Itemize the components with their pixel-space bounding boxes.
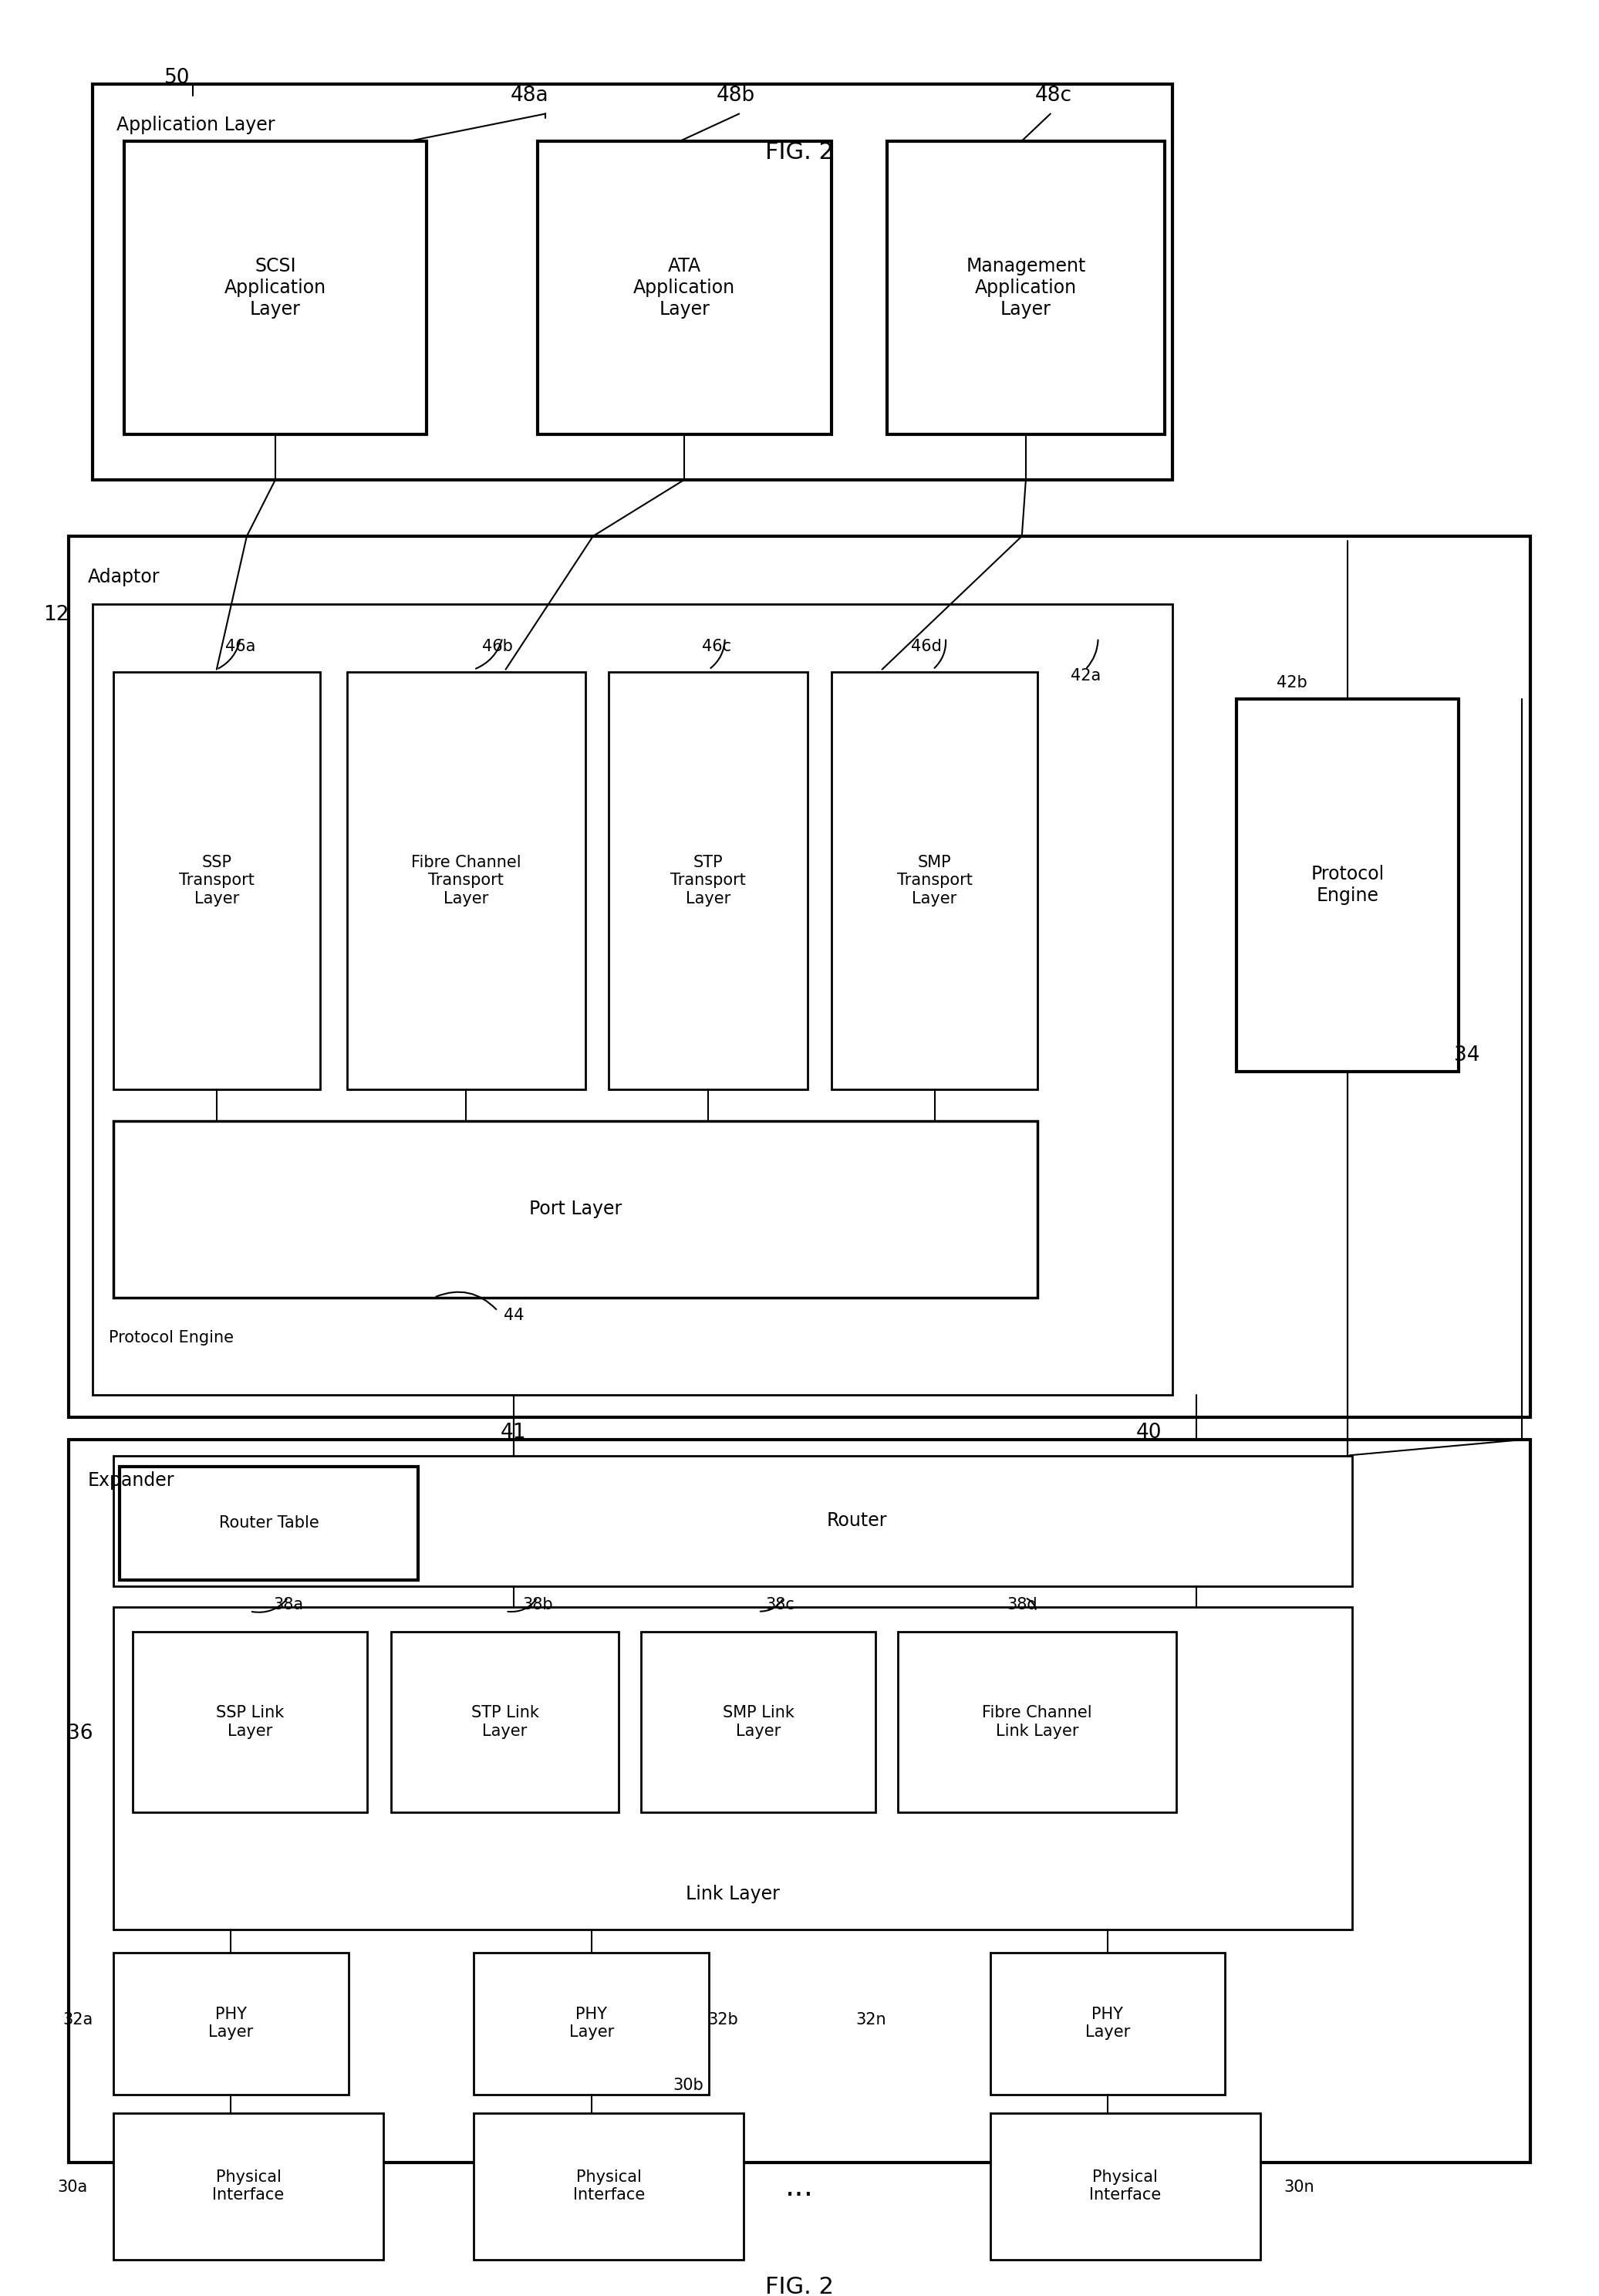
Text: 44: 44 <box>504 1309 524 1322</box>
Text: 46b: 46b <box>483 638 513 654</box>
Bar <box>899 1632 1175 1812</box>
Bar <box>609 673 807 1091</box>
Text: 38d: 38d <box>1007 1596 1038 1612</box>
Bar <box>990 2112 1260 2259</box>
Text: 12: 12 <box>43 606 69 625</box>
Text: Router: Router <box>827 1511 887 1529</box>
Text: Application Layer: Application Layer <box>117 115 275 135</box>
Text: Physical
Interface: Physical Interface <box>1089 2170 1161 2202</box>
Text: 34: 34 <box>1453 1045 1479 1065</box>
Bar <box>473 2112 744 2259</box>
Bar <box>133 1632 368 1812</box>
Bar <box>69 537 1530 1417</box>
Text: Link Layer: Link Layer <box>686 1885 780 1903</box>
Bar <box>69 1440 1530 2163</box>
Text: 41: 41 <box>500 1424 526 1442</box>
Text: ATA
Application
Layer: ATA Application Layer <box>633 257 736 319</box>
Text: Protocol Engine: Protocol Engine <box>109 1329 233 1345</box>
Bar <box>641 1632 876 1812</box>
Text: FIG. 2: FIG. 2 <box>766 140 833 163</box>
Text: Fibre Channel
Link Layer: Fibre Channel Link Layer <box>982 1706 1092 1738</box>
Bar <box>114 1120 1038 1297</box>
Bar <box>990 1952 1225 2094</box>
Text: STP
Transport
Layer: STP Transport Layer <box>670 854 745 907</box>
Text: Protocol
Engine: Protocol Engine <box>1311 866 1385 905</box>
Text: 48b: 48b <box>716 85 755 106</box>
Bar <box>537 140 831 434</box>
Text: 38b: 38b <box>523 1596 553 1612</box>
Text: Management
Application
Layer: Management Application Layer <box>966 257 1086 319</box>
Bar <box>125 140 427 434</box>
Text: FIG. 2: FIG. 2 <box>766 2275 833 2296</box>
Text: 30n: 30n <box>1284 2179 1314 2195</box>
Text: 48c: 48c <box>1035 85 1073 106</box>
Text: SMP
Transport
Layer: SMP Transport Layer <box>897 854 972 907</box>
Text: 32b: 32b <box>708 2014 739 2027</box>
Text: 38a: 38a <box>273 1596 304 1612</box>
Text: Router Table: Router Table <box>219 1515 320 1531</box>
Text: ...: ... <box>785 2172 814 2202</box>
Text: SSP Link
Layer: SSP Link Layer <box>216 1706 285 1738</box>
Text: Expander: Expander <box>88 1472 174 1490</box>
Bar <box>473 1952 708 2094</box>
Bar <box>114 1456 1353 1587</box>
Text: SCSI
Application
Layer: SCSI Application Layer <box>224 257 326 319</box>
Bar <box>120 1467 419 1580</box>
Text: SSP
Transport
Layer: SSP Transport Layer <box>179 854 254 907</box>
Text: 30b: 30b <box>673 2078 704 2094</box>
Text: STP Link
Layer: STP Link Layer <box>472 1706 539 1738</box>
Bar <box>831 673 1038 1091</box>
Text: 32a: 32a <box>62 2014 93 2027</box>
Text: 40: 40 <box>1135 1424 1162 1442</box>
Text: 42a: 42a <box>1070 668 1100 684</box>
Text: 48a: 48a <box>510 85 548 106</box>
Text: Physical
Interface: Physical Interface <box>213 2170 285 2202</box>
Text: Port Layer: Port Layer <box>529 1201 622 1219</box>
Bar <box>114 1952 349 2094</box>
Bar <box>114 2112 384 2259</box>
Text: 36: 36 <box>67 1724 93 1743</box>
Text: 50: 50 <box>165 67 190 87</box>
Text: PHY
Layer: PHY Layer <box>1086 2007 1130 2041</box>
Text: PHY
Layer: PHY Layer <box>208 2007 253 2041</box>
Text: 42b: 42b <box>1276 675 1308 691</box>
Text: Adaptor: Adaptor <box>88 567 160 585</box>
Text: 46c: 46c <box>702 638 732 654</box>
Text: SMP Link
Layer: SMP Link Layer <box>723 1706 795 1738</box>
Text: 30a: 30a <box>58 2179 88 2195</box>
Text: PHY
Layer: PHY Layer <box>569 2007 614 2041</box>
Text: Fibre Channel
Transport
Layer: Fibre Channel Transport Layer <box>411 854 521 907</box>
Text: 32n: 32n <box>855 2014 886 2027</box>
Bar <box>392 1632 619 1812</box>
Bar <box>93 85 1172 480</box>
Text: 46a: 46a <box>225 638 256 654</box>
Bar <box>347 673 585 1091</box>
Text: 46d: 46d <box>911 638 942 654</box>
Bar <box>114 673 320 1091</box>
Text: Physical
Interface: Physical Interface <box>572 2170 644 2202</box>
Bar <box>887 140 1164 434</box>
Bar <box>1236 698 1458 1072</box>
Bar <box>93 604 1172 1394</box>
Text: 38c: 38c <box>766 1596 795 1612</box>
Bar <box>114 1607 1353 1931</box>
